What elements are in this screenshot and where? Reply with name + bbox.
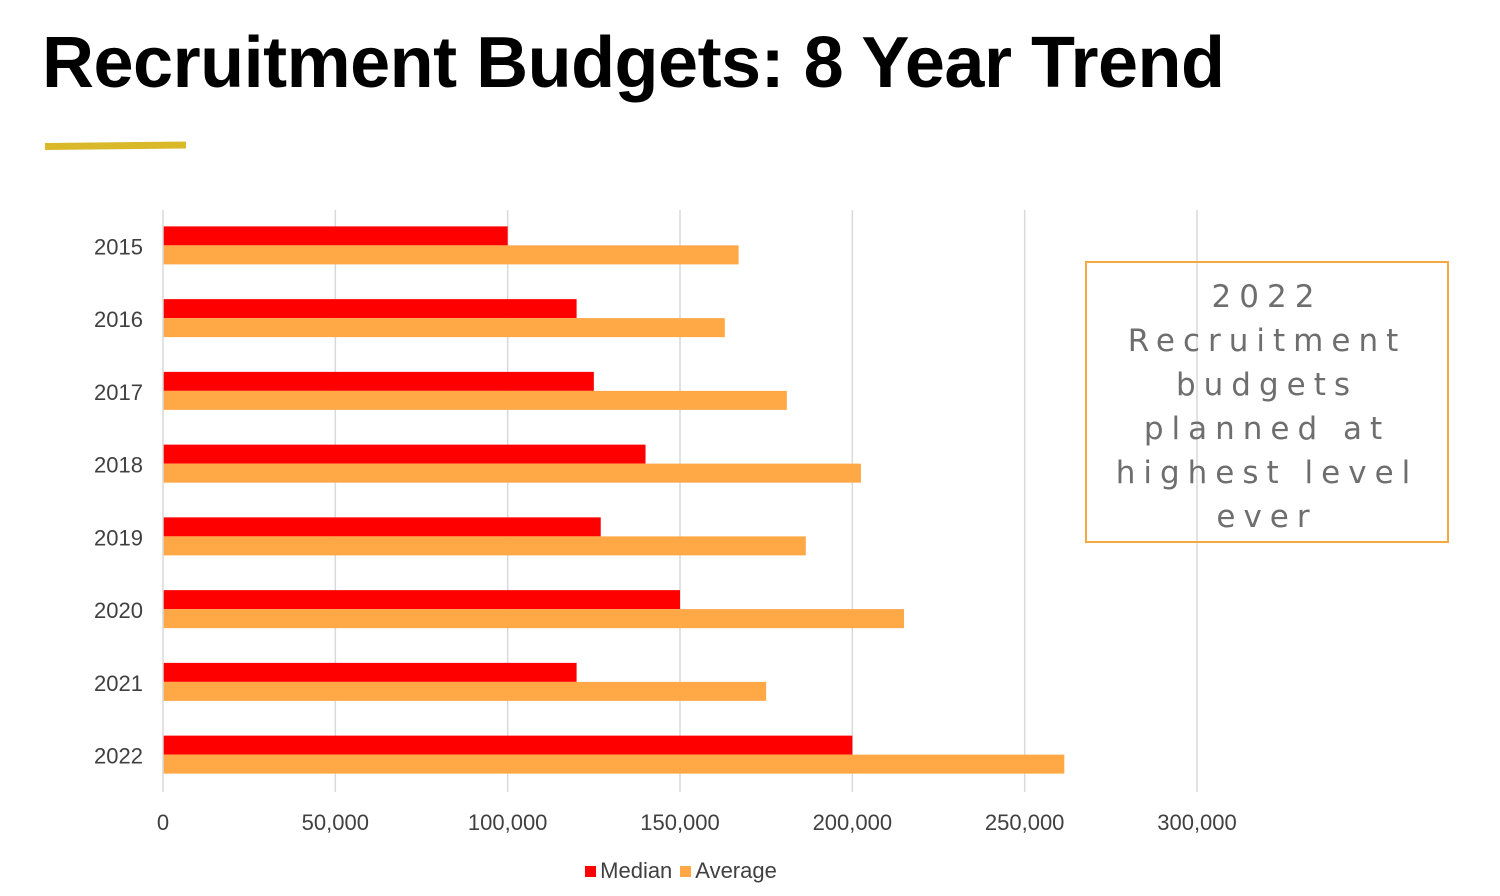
x-tick-label: 50,000 xyxy=(302,810,369,835)
y-category-label: 2021 xyxy=(94,671,143,696)
bar-median-2017 xyxy=(163,371,594,391)
bar-average-2015 xyxy=(163,245,739,265)
y-category-label: 2016 xyxy=(94,307,143,332)
chart-bars xyxy=(163,226,1065,774)
bar-average-2022 xyxy=(163,754,1065,774)
legend-swatch xyxy=(585,865,597,877)
legend-swatch xyxy=(680,865,692,877)
x-tick-label: 200,000 xyxy=(813,810,893,835)
callout-box: 2022 Recruitment budgets planned at high… xyxy=(1085,261,1449,543)
chart-axes: 0 50,000 100,000 150,000 200,000 250,000 300,0… xyxy=(94,210,1237,835)
x-tick-label: 0 xyxy=(157,810,169,835)
bar-average-2018 xyxy=(163,463,861,483)
y-category-label: 2017 xyxy=(94,380,143,405)
bar-median-2018 xyxy=(163,444,646,464)
y-category-label: 2022 xyxy=(94,744,143,769)
bar-average-2020 xyxy=(163,609,905,629)
slide-title: Recruitment Budgets: 8 Year Trend xyxy=(42,23,1225,103)
x-tick-label: 300,000 xyxy=(1157,810,1237,835)
bar-median-2021 xyxy=(163,662,577,682)
callout-text: 2022 Recruitment budgets planned at high… xyxy=(1115,279,1419,535)
bar-average-2021 xyxy=(163,681,767,701)
x-tick-label: 100,000 xyxy=(468,810,548,835)
bar-average-2019 xyxy=(163,536,806,556)
bar-median-2020 xyxy=(163,590,680,610)
x-tick-label: 250,000 xyxy=(985,810,1065,835)
y-category-label: 2019 xyxy=(94,525,143,550)
chart-legend: Median Average xyxy=(0,858,1500,884)
bar-median-2016 xyxy=(163,299,577,319)
bar-median-2015 xyxy=(163,226,508,246)
chart-gridlines xyxy=(334,210,1198,792)
x-tick-label: 150,000 xyxy=(640,810,720,835)
bar-average-2016 xyxy=(163,318,725,338)
legend-label: Median xyxy=(600,858,673,883)
bar-average-2017 xyxy=(163,390,787,410)
y-category-label: 2018 xyxy=(94,453,143,478)
legend-item-median: Median xyxy=(585,858,672,884)
legend-item-average: Average xyxy=(680,858,777,884)
y-category-label: 2015 xyxy=(94,234,143,259)
bar-median-2022 xyxy=(163,735,853,755)
y-category-label: 2020 xyxy=(94,598,143,623)
legend-label: Average xyxy=(695,858,777,883)
bar-median-2019 xyxy=(163,517,601,537)
